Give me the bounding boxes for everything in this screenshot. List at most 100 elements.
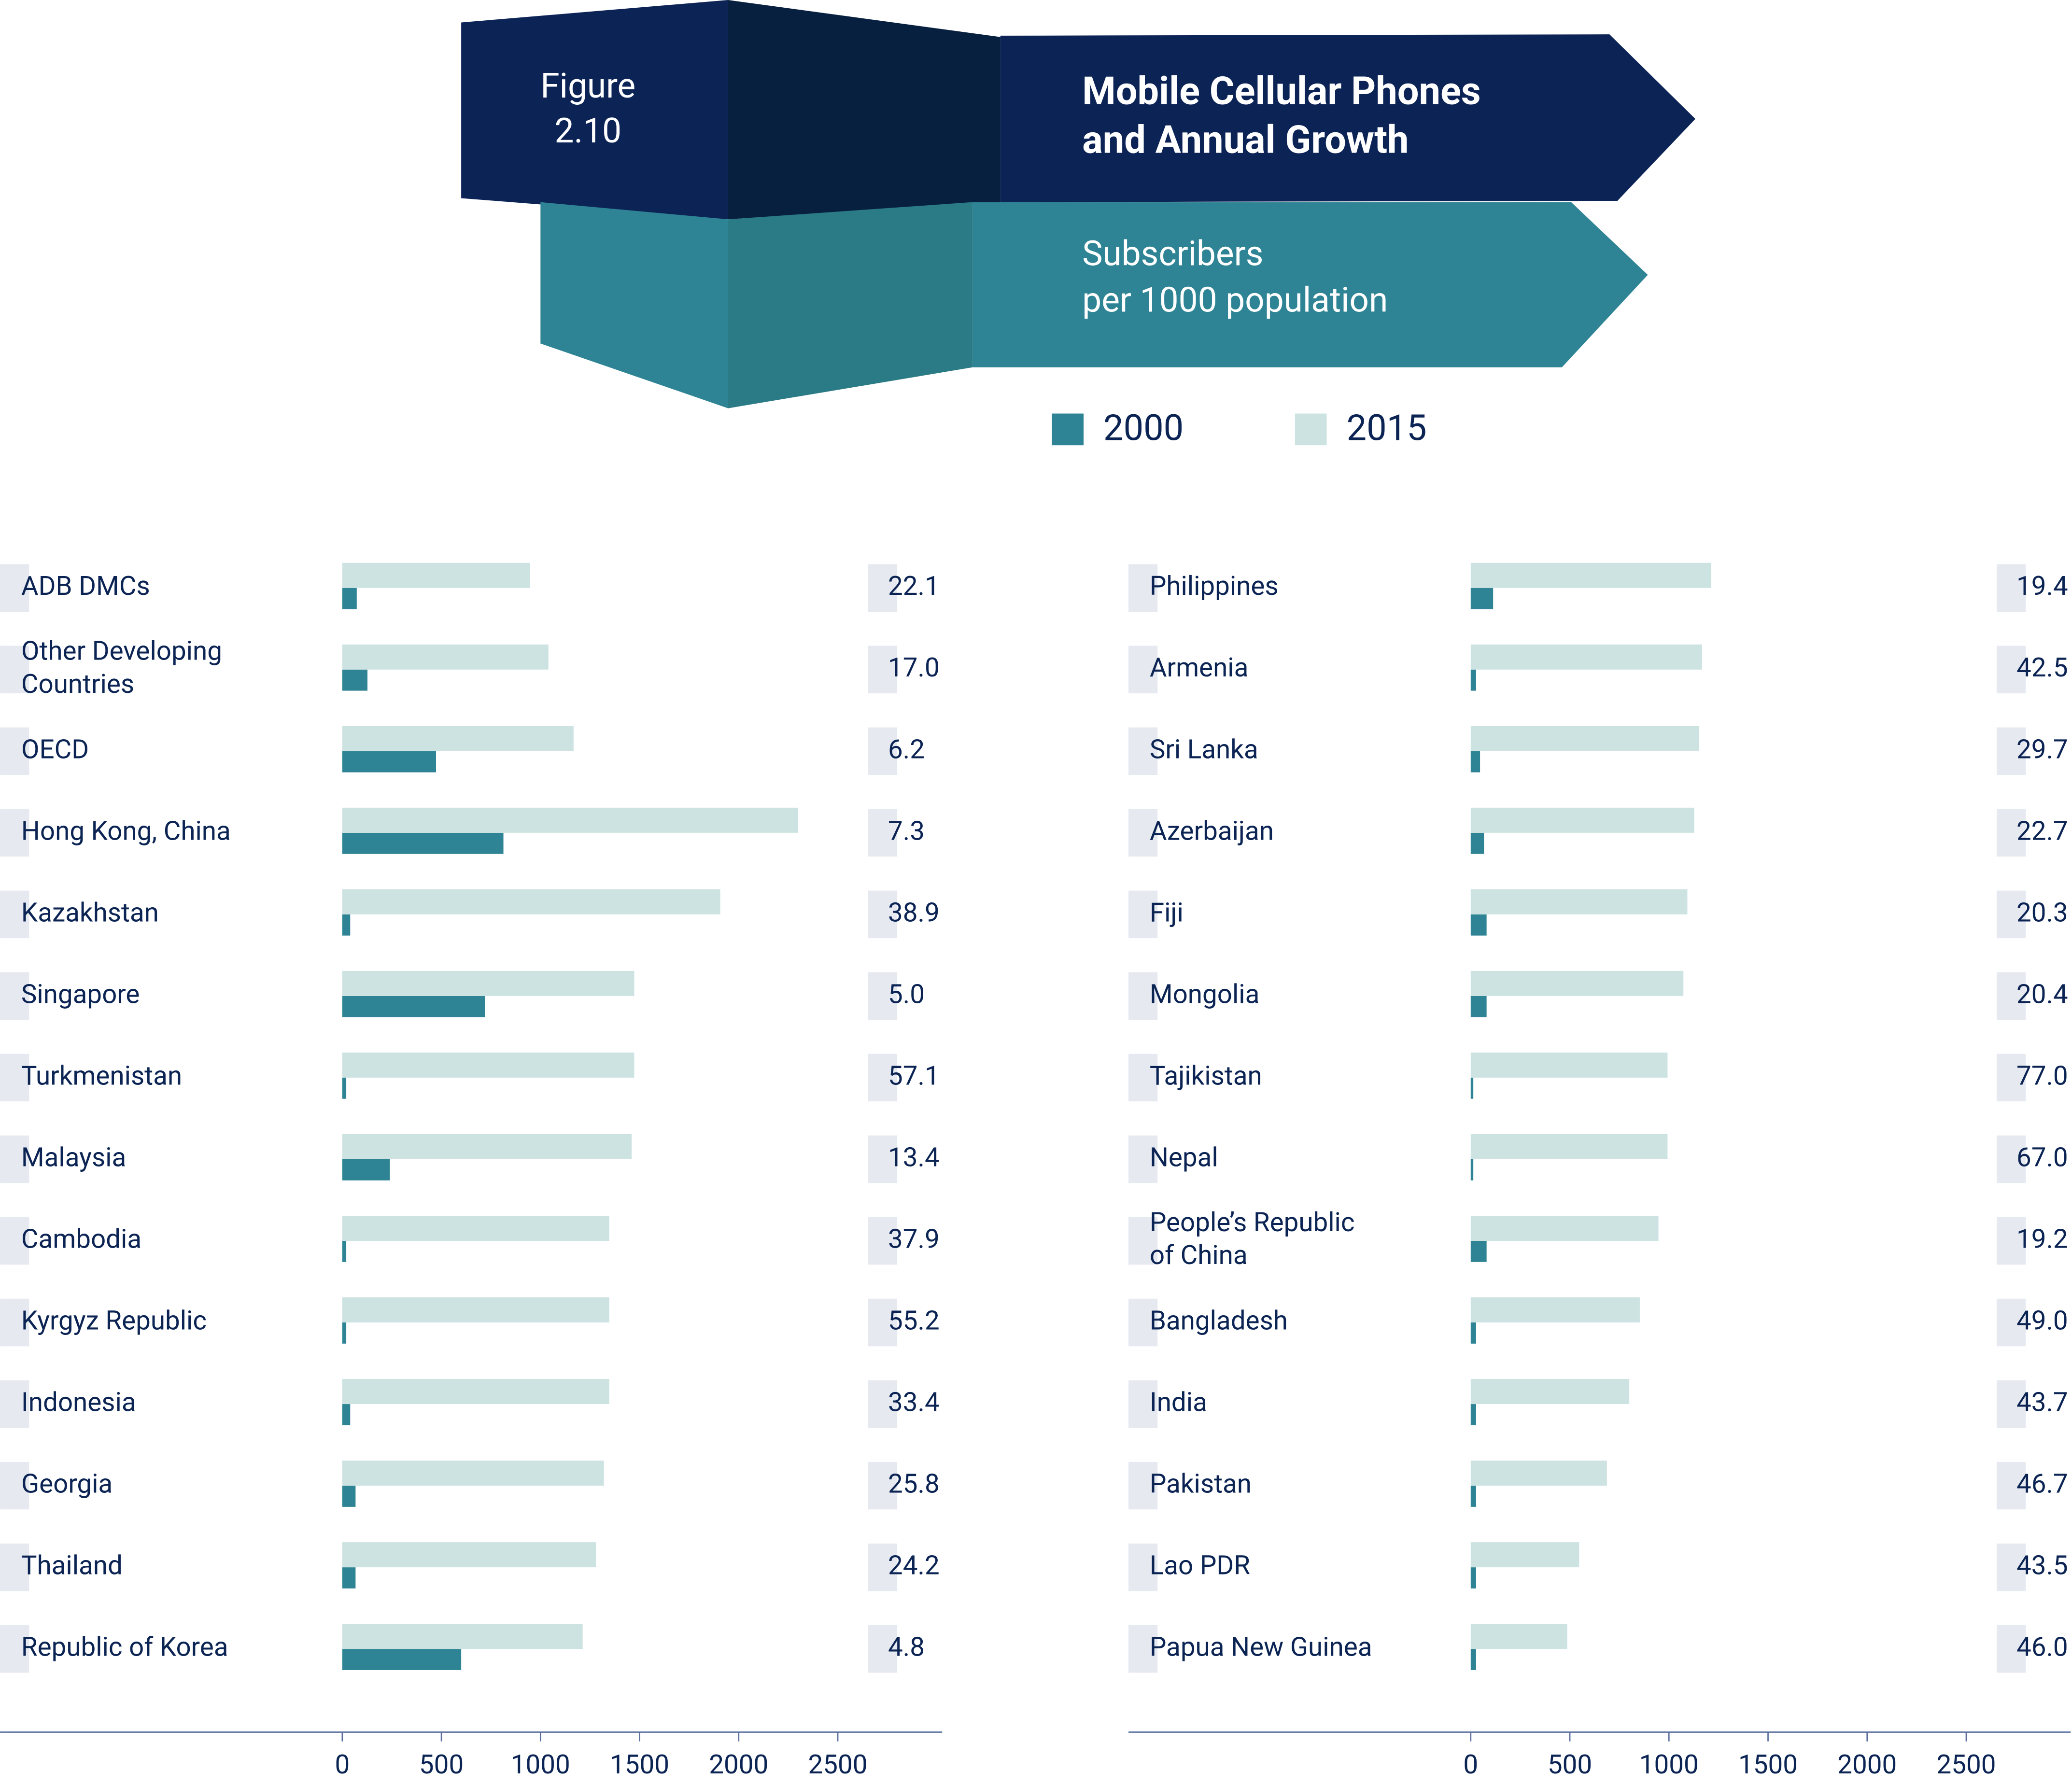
label-box — [0, 1298, 29, 1347]
bar — [342, 1486, 356, 1507]
growth-box — [868, 1625, 898, 1673]
label-box — [0, 972, 29, 1020]
bar — [342, 726, 574, 751]
label-box — [0, 1380, 29, 1428]
growth-label: 57.1 — [888, 1060, 940, 1091]
bar — [1470, 1379, 1630, 1405]
growth-box — [868, 1543, 898, 1591]
growth-box — [868, 1462, 898, 1510]
bar — [342, 669, 367, 691]
bar — [1470, 751, 1480, 773]
label-box — [1128, 890, 1158, 939]
label-box — [1128, 1543, 1158, 1591]
bar — [1470, 832, 1484, 854]
label-box — [1128, 1380, 1158, 1428]
growth-box — [868, 809, 898, 857]
category-label: Sri Lanka — [1150, 734, 1258, 765]
bar — [1470, 1052, 1668, 1078]
label-box — [0, 727, 29, 775]
growth-label: 22.7 — [2016, 815, 2068, 846]
bar — [1470, 669, 1476, 691]
growth-label: 25.8 — [888, 1469, 940, 1500]
growth-box — [1996, 727, 2026, 775]
growth-box — [1996, 1625, 2026, 1673]
growth-label: 46.7 — [2016, 1469, 2068, 1500]
bar — [1470, 1216, 1659, 1241]
category-label: Lao PDR — [1150, 1550, 1250, 1581]
growth-label: 19.2 — [2016, 1223, 2068, 1254]
growth-label: 46.0 — [2016, 1632, 2068, 1663]
growth-label: 4.8 — [888, 1632, 925, 1663]
label-box — [0, 1217, 29, 1265]
category-label: Kyrgyz Republic — [21, 1305, 207, 1336]
label-box — [1128, 809, 1158, 857]
legend-label: 2000 — [1103, 408, 1184, 450]
category-label: Cambodia — [21, 1223, 141, 1254]
label-box — [1128, 564, 1158, 612]
x-tick-label: 2000 — [1837, 1749, 1897, 1780]
bar — [342, 1542, 596, 1568]
growth-box — [868, 1380, 898, 1428]
category-label: Philippines — [1150, 571, 1279, 602]
bar — [342, 1567, 356, 1588]
bar — [1470, 1241, 1487, 1262]
label-box — [1128, 1217, 1158, 1265]
chart-subtitle: Subscribers — [1082, 234, 1263, 274]
bar — [342, 1297, 609, 1323]
bar — [342, 1241, 347, 1262]
bar — [342, 1404, 351, 1425]
bar — [342, 1461, 604, 1486]
bar — [1470, 726, 1700, 751]
x-tick-label: 500 — [419, 1749, 464, 1780]
x-tick-label: 1500 — [1738, 1749, 1798, 1780]
bar — [342, 1134, 632, 1159]
bar — [1470, 1134, 1668, 1159]
banner-shape — [461, 0, 728, 220]
category-label: Bangladesh — [1150, 1305, 1288, 1336]
label-box — [0, 1462, 29, 1510]
growth-label: 20.4 — [2016, 979, 2068, 1010]
x-tick-label: 1000 — [1639, 1749, 1699, 1780]
x-tick-label: 2500 — [808, 1749, 868, 1780]
category-label: Mongolia — [1150, 979, 1260, 1010]
label-box — [1128, 972, 1158, 1020]
bar — [342, 1077, 347, 1099]
growth-label: 42.5 — [2016, 652, 2068, 683]
bar — [1470, 996, 1487, 1017]
label-box — [0, 564, 29, 612]
growth-label: 77.0 — [2016, 1060, 2068, 1091]
growth-label: 33.4 — [888, 1387, 940, 1418]
growth-label: 5.0 — [888, 979, 925, 1010]
bar — [1470, 644, 1702, 670]
banner-shape — [728, 0, 1001, 220]
growth-box — [1996, 1380, 2026, 1428]
bar — [1470, 1461, 1607, 1486]
bar — [342, 1159, 390, 1181]
label-box — [0, 1054, 29, 1102]
bar — [342, 1624, 583, 1649]
label-box — [0, 890, 29, 939]
growth-box — [868, 564, 898, 612]
bar — [1470, 1486, 1476, 1507]
growth-label: 55.2 — [888, 1305, 940, 1336]
label-box — [1128, 1054, 1158, 1102]
category-label: Malaysia — [21, 1142, 126, 1173]
category-label: Tajikistan — [1150, 1060, 1262, 1091]
bar — [342, 588, 357, 609]
growth-label: 17.0 — [888, 652, 940, 683]
growth-box — [868, 727, 898, 775]
growth-box — [1996, 1054, 2026, 1102]
banner-shape — [728, 202, 973, 408]
bar — [1470, 588, 1494, 609]
bar — [1470, 889, 1688, 914]
category-label: Armenia — [1150, 652, 1249, 683]
bar — [342, 889, 720, 914]
x-tick-label: 2500 — [1936, 1749, 1996, 1780]
bar — [342, 1216, 609, 1241]
label-box — [0, 1543, 29, 1591]
figure-label: Figure — [540, 66, 635, 106]
bar — [342, 562, 530, 588]
bar — [1470, 562, 1711, 588]
category-label: Singapore — [21, 979, 140, 1010]
growth-box — [1996, 1462, 2026, 1510]
